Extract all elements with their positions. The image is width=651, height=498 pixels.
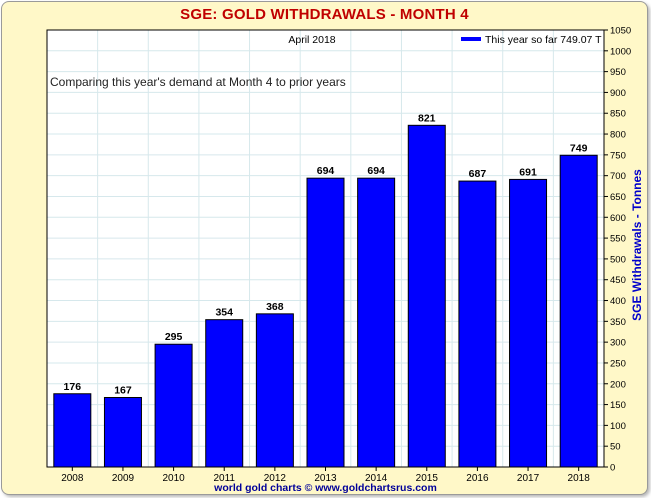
bar-2010 <box>154 343 193 468</box>
bar-2011 <box>205 319 244 468</box>
y-axis-ticks: 0 50 100 150 200 250 300 350 400 450 500 550 600 650 7… <box>604 26 631 474</box>
x-tick-label: 2016 <box>466 473 489 484</box>
bar-value-label: 694 <box>367 165 385 177</box>
bar-value-label: 176 <box>64 381 82 393</box>
x-tick-label: 2018 <box>568 473 591 484</box>
x-tick-label: 2015 <box>416 473 439 484</box>
x-tick-label: 2012 <box>264 473 287 484</box>
bar-value-label: 354 <box>215 307 233 319</box>
x-axis-ticks: 2008 2009 2010 2011 2012 2013 2014 2015 2016 2017… <box>61 467 590 484</box>
x-tick-label: 2017 <box>517 473 540 484</box>
x-tick-label: 2010 <box>162 473 185 484</box>
y-tick-label: 700 <box>610 171 626 182</box>
legend-label: This year so far 749.07 T <box>485 34 602 46</box>
x-tick-label: 2008 <box>61 473 84 484</box>
y-tick-label: 0 <box>610 463 615 474</box>
chart-top-label: April 2018 <box>288 34 335 46</box>
bar-value-label: 687 <box>469 168 487 180</box>
bar-value-label: 691 <box>519 166 537 178</box>
legend: This year so far 749.07 T <box>461 34 602 46</box>
bar-2009 <box>103 396 142 468</box>
y-tick-label: 550 <box>610 234 626 245</box>
y-tick-label: 950 <box>610 67 626 78</box>
y-tick-label: 600 <box>610 213 626 224</box>
footer-credit: world gold charts © www.goldchartsrus.co… <box>214 482 437 494</box>
y-tick-label: 450 <box>610 275 626 286</box>
y-tick-label: 50 <box>610 442 621 453</box>
x-tick-label: 2014 <box>365 473 388 484</box>
x-tick-label: 2013 <box>314 473 337 484</box>
y-tick-label: 1050 <box>610 26 631 37</box>
bar-2016 <box>458 180 497 468</box>
legend-swatch <box>461 37 481 41</box>
y-tick-label: 850 <box>610 109 626 120</box>
bar-value-label: 368 <box>266 301 284 313</box>
y-axis-label: SGE Withdrawals - Tonnes <box>630 169 644 321</box>
y-tick-label: 350 <box>610 317 626 328</box>
y-tick-label: 400 <box>610 296 626 307</box>
bar-2018 <box>559 154 598 468</box>
bar-2012 <box>255 313 294 468</box>
bar-2013 <box>306 177 345 468</box>
bar-2017 <box>509 178 548 468</box>
bars: 176 167 295 354 368 694 694 821 687 691 749 <box>53 112 598 468</box>
y-tick-label: 200 <box>610 379 626 390</box>
bar-value-label: 749 <box>570 142 588 154</box>
bar-value-label: 167 <box>114 384 132 396</box>
y-tick-label: 750 <box>610 150 626 161</box>
bar-value-label: 694 <box>317 165 335 177</box>
y-tick-label: 250 <box>610 358 626 369</box>
y-tick-label: 500 <box>610 254 626 265</box>
bar-2008 <box>53 393 92 468</box>
y-tick-label: 300 <box>610 338 626 349</box>
chart-annotation: Comparing this year's demand at Month 4 … <box>50 75 346 89</box>
y-tick-label: 800 <box>610 130 626 141</box>
bar-value-label: 295 <box>165 331 183 343</box>
bar-value-label: 821 <box>418 112 436 124</box>
chart-title: SGE: GOLD WITHDRAWALS - MONTH 4 <box>180 6 469 23</box>
plot-border <box>46 29 605 468</box>
y-tick-label: 150 <box>610 400 626 411</box>
y-tick-label: 100 <box>610 421 626 432</box>
y-tick-label: 650 <box>610 192 626 203</box>
y-tick-label: 900 <box>610 88 626 99</box>
x-tick-label: 2011 <box>213 473 235 484</box>
x-tick-label: 2009 <box>112 473 135 484</box>
y-tick-label: 1000 <box>610 46 631 57</box>
bar-2014 <box>357 177 396 468</box>
bar-2015 <box>407 124 446 468</box>
